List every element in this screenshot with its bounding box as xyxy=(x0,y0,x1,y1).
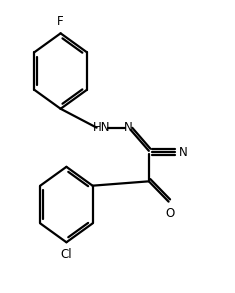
Text: N: N xyxy=(179,146,188,159)
Text: F: F xyxy=(57,15,64,28)
Text: HN: HN xyxy=(93,121,110,134)
Text: Cl: Cl xyxy=(61,248,72,261)
Text: O: O xyxy=(165,207,174,220)
Text: N: N xyxy=(124,121,132,134)
